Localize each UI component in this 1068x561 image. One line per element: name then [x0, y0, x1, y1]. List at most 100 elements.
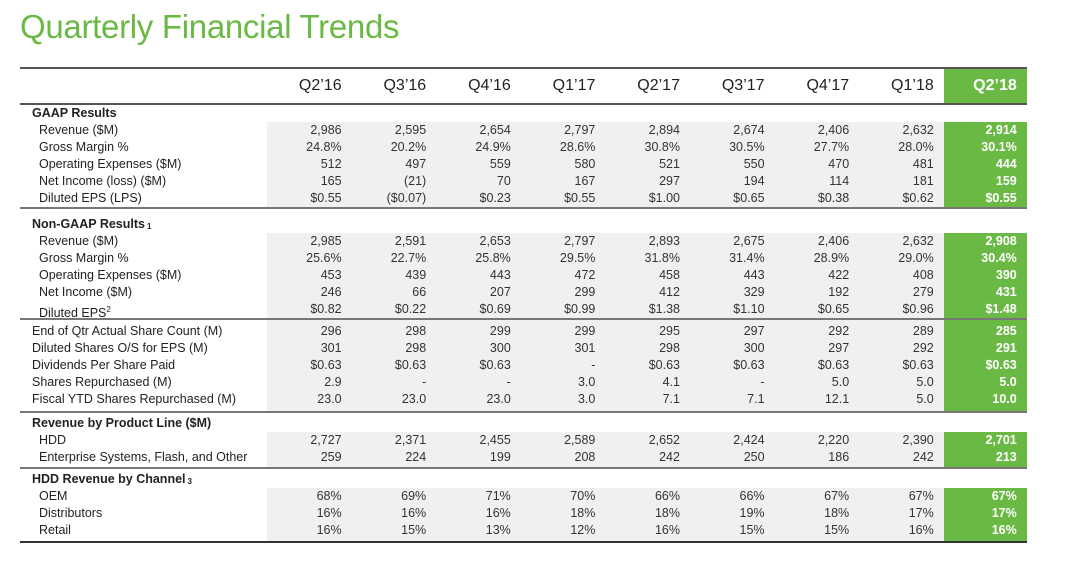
- pad-cell: [689, 539, 775, 541]
- data-cell: 2,390: [859, 432, 944, 449]
- row-label-text: Revenue ($M): [39, 234, 119, 248]
- data-cell: 16%: [351, 505, 437, 522]
- highlight-cell: 285: [943, 323, 1027, 340]
- pad-cell: [774, 539, 860, 541]
- data-cell: 2,986: [267, 122, 352, 139]
- data-cell: 28.0%: [859, 139, 944, 156]
- highlight-cell: 17%: [943, 505, 1027, 522]
- pad-cell-highlight: [943, 320, 1027, 323]
- row-padding: [20, 539, 1027, 541]
- data-cell: 3.0: [520, 391, 606, 408]
- data-cell: 15%: [774, 522, 860, 539]
- data-cell: 2.9: [267, 374, 352, 391]
- data-cell: $0.55: [520, 190, 606, 207]
- data-cell: 458: [605, 267, 690, 284]
- pad-label: [20, 539, 267, 541]
- pad-cell: [774, 466, 860, 467]
- table-row: Dividends Per Share Paid $0.63 $0.63 $0.63-…: [20, 357, 1027, 374]
- pad-cell: [605, 320, 690, 323]
- table-section: Revenue by Product Line ($M) HDD 2,727 2,37…: [20, 413, 1027, 469]
- pad-cell: [859, 408, 944, 411]
- table-section: HDD Revenue by Channel 3 OEM 68% 69% 71% 70% 66…: [20, 469, 1027, 543]
- data-cell: $0.63: [689, 357, 775, 374]
- data-cell: $0.63: [605, 357, 690, 374]
- data-cell: 186: [774, 449, 860, 466]
- data-cell: 22.7%: [351, 250, 437, 267]
- data-cell: 481: [859, 156, 944, 173]
- data-cell: 443: [436, 267, 521, 284]
- table-section: Non-GAAP Results 1 Revenue ($M) 2,985 2,591 2…: [20, 209, 1027, 320]
- data-cell: 19%: [689, 505, 775, 522]
- data-cell: $0.63: [436, 357, 521, 374]
- data-cell: $1.38: [605, 301, 690, 318]
- data-cell: 298: [605, 340, 690, 357]
- column-header: Q4’17: [806, 77, 850, 94]
- data-cell: 23.0: [351, 391, 437, 408]
- data-cell: 2,220: [774, 432, 860, 449]
- data-cell: 16%: [859, 522, 944, 539]
- data-cell: 2,727: [267, 432, 352, 449]
- pad-cell: [351, 320, 437, 323]
- data-cell: 292: [859, 340, 944, 357]
- row-label-text: Diluted Shares O/S for EPS (M): [32, 341, 208, 355]
- data-cell: ($0.07): [351, 190, 437, 207]
- data-cell: 297: [689, 323, 775, 340]
- pad-cell: [436, 539, 521, 541]
- data-cell: 472: [520, 267, 606, 284]
- section-title: GAAP Results: [20, 105, 1027, 122]
- pad-cell: [689, 320, 775, 323]
- pad-cell: [520, 408, 606, 411]
- highlight-cell: 10.0: [943, 391, 1027, 408]
- section-title-text: Revenue by Product Line ($M): [32, 416, 212, 430]
- pad-cell: [859, 466, 944, 467]
- data-cell: 2,455: [436, 432, 521, 449]
- data-cell: $0.22: [351, 301, 437, 318]
- row-label: Dividends Per Share Paid: [20, 357, 267, 374]
- pad-cell: [520, 320, 606, 323]
- table-header-row: Q2’16 Q3’16 Q4’16 Q1’17 Q2’17 Q3’17 Q4’17 Q1’18…: [20, 67, 1027, 105]
- data-cell: 4.1: [605, 374, 690, 391]
- data-cell: 408: [859, 267, 944, 284]
- table-row: Net Income (loss) ($M) 165 (21) 70 167 297 194…: [20, 173, 1027, 190]
- pad-cell: [351, 408, 437, 411]
- data-cell: 67%: [859, 488, 944, 505]
- pad-cell-highlight: [943, 466, 1027, 467]
- data-cell: 18%: [605, 505, 690, 522]
- row-label: HDD: [20, 432, 267, 449]
- row-label: Distributors: [20, 505, 267, 522]
- table-section: End of Qtr Actual Share Count (M) 296 298 2…: [20, 320, 1027, 413]
- highlight-cell: 2,701: [943, 432, 1027, 449]
- data-cell: 66%: [605, 488, 690, 505]
- data-cell: $0.69: [436, 301, 521, 318]
- row-label: Gross Margin %: [20, 250, 267, 267]
- data-cell: 2,654: [436, 122, 521, 139]
- data-cell: 25.6%: [267, 250, 352, 267]
- pad-cell: [605, 466, 690, 467]
- data-cell: 15%: [689, 522, 775, 539]
- data-cell: -: [436, 374, 521, 391]
- data-cell: 470: [774, 156, 860, 173]
- pad-cell: [774, 320, 860, 323]
- pad-cell: [267, 466, 352, 467]
- data-cell: 28.9%: [774, 250, 860, 267]
- pad-cell: [774, 408, 860, 411]
- pad-label: [20, 466, 267, 467]
- data-cell: 250: [689, 449, 775, 466]
- table-row: HDD 2,727 2,371 2,455 2,589 2,652 2,424 2,220 2,…: [20, 432, 1027, 449]
- data-cell: 521: [605, 156, 690, 173]
- table-row: Net Income ($M) 246 66 207 299 412 329 192 279 43…: [20, 284, 1027, 301]
- data-cell: $0.38: [774, 190, 860, 207]
- data-cell: 2,591: [351, 233, 437, 250]
- highlight-cell: 444: [943, 156, 1027, 173]
- data-cell: 246: [267, 284, 352, 301]
- pad-cell: [520, 539, 606, 541]
- pad-cell: [605, 539, 690, 541]
- data-cell: $0.63: [267, 357, 352, 374]
- data-cell: 2,797: [520, 122, 606, 139]
- row-label-text: Net Income (loss) ($M): [39, 174, 167, 188]
- data-cell: $1.10: [689, 301, 775, 318]
- data-cell: 68%: [267, 488, 352, 505]
- data-cell: 165: [267, 173, 352, 190]
- data-cell: 27.7%: [774, 139, 860, 156]
- row-label-text: Retail: [39, 523, 71, 537]
